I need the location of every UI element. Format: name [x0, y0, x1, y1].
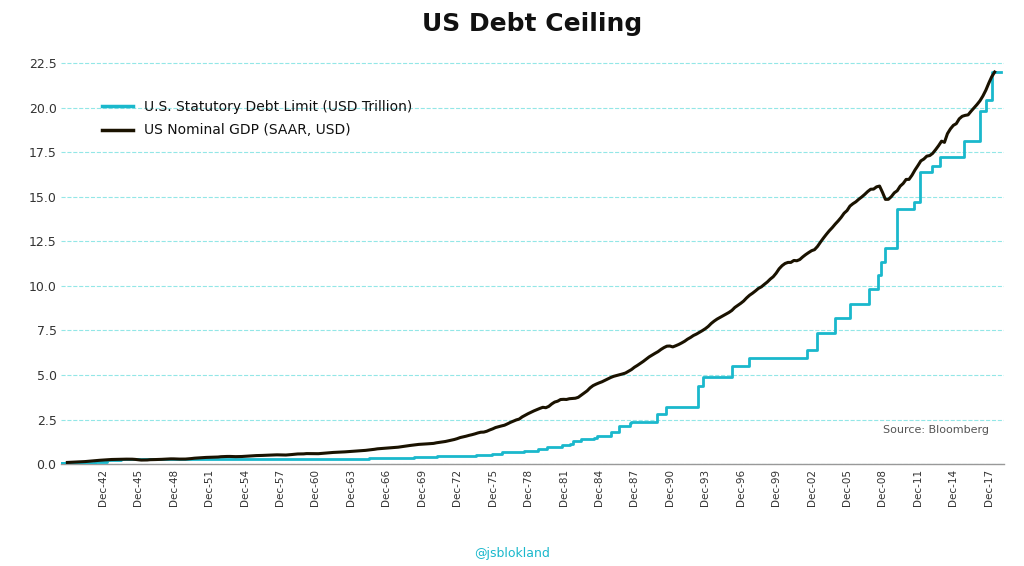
Text: @jsblokland: @jsblokland: [474, 547, 550, 560]
Text: Source: Bloomberg: Source: Bloomberg: [884, 425, 989, 435]
Title: US Debt Ceiling: US Debt Ceiling: [422, 12, 643, 36]
Legend: U.S. Statutory Debt Limit (USD Trillion), US Nominal GDP (SAAR, USD): U.S. Statutory Debt Limit (USD Trillion)…: [96, 94, 418, 143]
